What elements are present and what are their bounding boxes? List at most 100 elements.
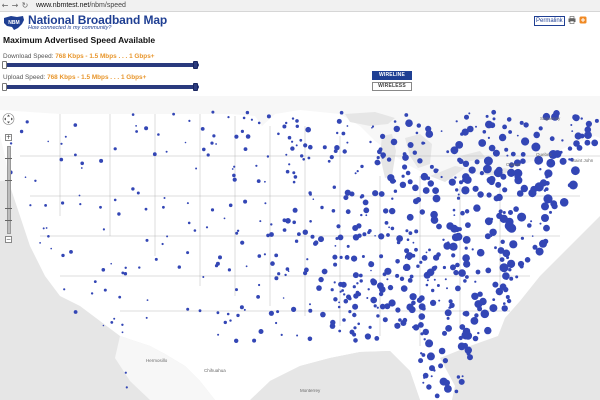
download-speed-slider[interactable] (3, 63, 199, 67)
coverage-area (499, 283, 507, 290)
coverage-area (446, 150, 450, 154)
coverage-area (446, 222, 454, 230)
coverage-area (307, 336, 313, 342)
coverage-area (455, 285, 461, 292)
coverage-area (348, 310, 352, 314)
coverage-area (399, 181, 407, 188)
coverage-area (461, 375, 464, 378)
coverage-area (215, 143, 218, 145)
coverage-area (442, 238, 445, 241)
broadband-map[interactable]: Hermosillo Chihuahua Monterrey Saguenay … (0, 96, 600, 400)
coverage-area (456, 196, 461, 200)
coverage-area (544, 187, 549, 191)
coverage-layer (8, 109, 599, 399)
url-field[interactable]: www.nbmtest.net/nbm/speed (36, 2, 126, 9)
permalink-button[interactable]: Permalink (534, 16, 565, 26)
zoom-slider-handle[interactable] (5, 208, 12, 209)
coverage-area (376, 306, 379, 309)
coverage-area (494, 246, 497, 250)
coverage-area (444, 309, 452, 317)
coverage-area (567, 146, 573, 151)
coverage-area (405, 252, 414, 260)
coverage-area (425, 339, 434, 348)
coverage-area (426, 176, 431, 180)
coverage-area (485, 218, 490, 223)
coverage-area (118, 295, 122, 299)
printer-icon[interactable] (568, 16, 576, 24)
coverage-area (405, 229, 409, 233)
site-title[interactable]: National Broadband Map (28, 13, 168, 27)
coverage-area (360, 213, 363, 217)
coverage-area (338, 281, 344, 287)
coverage-area (370, 269, 372, 272)
coverage-area (378, 233, 385, 240)
wireline-button[interactable]: WIRELINE (372, 71, 412, 80)
coverage-area (243, 308, 246, 311)
coverage-area (282, 228, 287, 232)
coverage-area (343, 293, 346, 296)
lake-ontario (460, 151, 486, 162)
coverage-area (477, 306, 483, 312)
coverage-area (202, 276, 205, 278)
download-max-handle[interactable] (193, 61, 198, 69)
upload-min-handle[interactable] (2, 83, 7, 91)
wireless-button[interactable]: WIRELESS (372, 82, 412, 91)
coverage-area (346, 294, 351, 300)
coverage-area (429, 164, 434, 169)
coverage-area (343, 195, 349, 201)
coverage-area (422, 381, 425, 384)
coverage-area (492, 298, 496, 301)
coverage-area (508, 210, 513, 215)
coverage-area (239, 305, 244, 310)
coverage-area (584, 126, 592, 133)
zoom-slider-track[interactable] (7, 146, 11, 234)
coverage-area (495, 181, 502, 188)
pan-control-icon[interactable] (2, 112, 15, 130)
nbm-logo[interactable]: NBM (3, 14, 25, 32)
coverage-area (121, 331, 124, 334)
coverage-area (379, 286, 386, 293)
coverage-area (274, 253, 279, 258)
back-icon[interactable]: ← (1, 1, 9, 10)
coverage-area (386, 157, 392, 162)
upload-max-handle[interactable] (193, 83, 198, 91)
coverage-area (390, 226, 395, 231)
zoom-out-button[interactable]: − (5, 236, 12, 243)
coverage-area (223, 217, 226, 220)
upload-speed-range: 768 Kbps - 1.5 Mbps . . . 1 Gbps+ (47, 74, 147, 81)
coverage-area (387, 284, 394, 291)
reload-icon[interactable]: ↻ (21, 1, 29, 10)
coverage-area (502, 249, 511, 258)
coverage-area (110, 321, 114, 324)
coverage-area (478, 139, 487, 147)
coverage-area (256, 295, 260, 299)
forward-icon[interactable]: → (11, 1, 19, 10)
coverage-area (571, 130, 574, 132)
coverage-area (258, 329, 264, 334)
coverage-area (475, 269, 481, 275)
coverage-area (436, 284, 440, 287)
upload-speed-label: Upload Speed: 768 Kbps - 1.5 Mbps . . . … (3, 74, 146, 81)
coverage-area (498, 133, 507, 142)
coverage-area (113, 147, 117, 151)
coverage-area (42, 227, 45, 230)
map-canvas[interactable] (0, 96, 600, 400)
coverage-area (257, 121, 261, 125)
coverage-area (362, 199, 369, 206)
coverage-area (300, 154, 304, 158)
coverage-area (29, 204, 32, 207)
coverage-area (442, 358, 448, 364)
coverage-area (433, 168, 439, 174)
coverage-area (584, 131, 592, 139)
upload-speed-slider[interactable] (3, 85, 199, 89)
coverage-area (448, 307, 450, 309)
zoom-in-button[interactable]: + (5, 134, 12, 141)
coverage-area (404, 113, 409, 117)
coverage-area (539, 222, 542, 225)
map-label-hermosillo: Hermosillo (146, 358, 168, 363)
coverage-area (39, 242, 41, 244)
download-min-handle[interactable] (2, 61, 7, 69)
coverage-area (442, 330, 447, 336)
share-icon[interactable] (579, 16, 587, 24)
coverage-area (431, 288, 435, 293)
